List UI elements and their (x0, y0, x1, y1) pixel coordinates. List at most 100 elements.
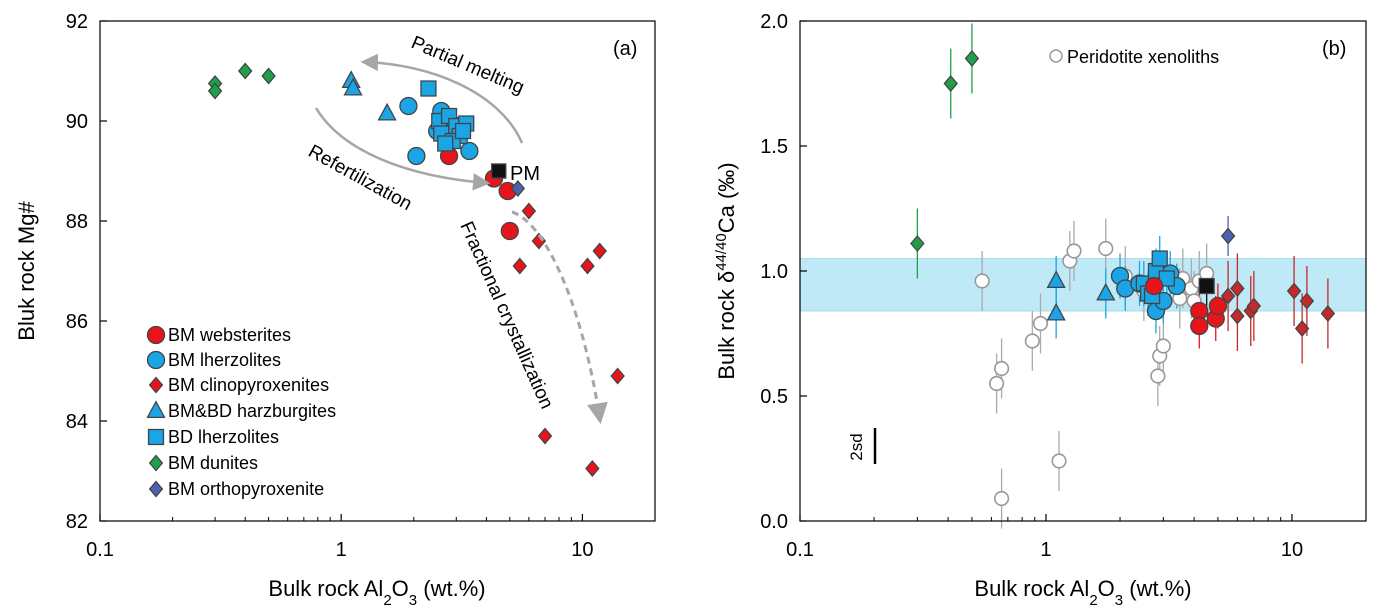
peridotite-xenoliths-point (1066, 243, 1082, 259)
bm-dunites-point (207, 82, 223, 100)
peridotite-xenoliths-point (993, 490, 1010, 507)
diamond-point (1299, 292, 1315, 310)
legend-entry: BM clinopyroxenites (148, 375, 329, 395)
bm-clinopyroxenites-point (610, 367, 625, 385)
bm-clinopyroxenites-point (512, 257, 527, 275)
y-tick-label: 90 (66, 111, 88, 133)
diamond-point (1246, 297, 1262, 315)
x-tick-label: 1 (1040, 539, 1051, 561)
bm-dunites-point (261, 67, 276, 85)
legend-symbol (146, 350, 166, 370)
x-tick-label: 10 (571, 539, 593, 561)
legend-marker-harzburgites (146, 400, 166, 419)
peridotite-xenoliths-point (1155, 338, 1171, 354)
x-tick-label: 0.1 (86, 539, 114, 561)
peridotite-xenoliths-point (974, 273, 990, 289)
bm-clinopyroxenites-point (521, 202, 537, 220)
bm-orthopyroxenite-point (510, 179, 526, 198)
y-tick-label: 84 (66, 411, 88, 433)
legend-label: BM clinopyroxenites (168, 375, 329, 395)
legend-entry: BM&BD harzburgites (146, 400, 336, 421)
square-point (1198, 277, 1215, 295)
square-point (1158, 270, 1175, 287)
legend-label: BD lherzolites (168, 427, 279, 447)
bm-lherzolites-point (407, 146, 426, 166)
bm-bd-harzburgites-point (343, 77, 363, 96)
diamond-point (910, 234, 925, 253)
panel-b-label: (b) (1322, 38, 1346, 60)
y-tick-label: 86 (66, 311, 88, 333)
x-tick-label: 1 (336, 539, 347, 561)
triangle-point (1046, 302, 1066, 321)
legend-symbol (148, 480, 164, 498)
panel-a: Partial melting Refertilization Fraction… (14, 11, 656, 609)
legend-marker-bd-lherzolites (147, 428, 165, 446)
triangle-point (1046, 270, 1066, 289)
peridotite-xenoliths-point (1150, 368, 1166, 384)
legend-marker-peridotite (1049, 49, 1063, 63)
diamond-point (1320, 304, 1336, 323)
y-tick-label: 82 (66, 511, 88, 533)
circle-point (1190, 316, 1209, 336)
diamond-point (1230, 279, 1245, 298)
peridotite-xenoliths-point (1032, 315, 1049, 332)
panel-b-legend: Peridotite xenoliths (1049, 47, 1219, 67)
bm-clinopyroxenites-point (580, 257, 595, 275)
legend-marker-dunites (148, 454, 164, 472)
pm-label: PM (510, 163, 540, 185)
scale-bar-label: 2sd (847, 433, 866, 460)
diamond-point (1294, 319, 1310, 338)
legend-label: BM orthopyroxenite (168, 479, 324, 499)
circle-point (1144, 276, 1164, 296)
y-tick-label: 0.5 (760, 386, 788, 408)
refertilization-arrow (314, 107, 491, 191)
bm-websterites-point (500, 221, 519, 241)
legend-entry: BM lherzolites (146, 350, 281, 370)
legend-entry: BM dunites (148, 453, 258, 473)
panel-a-label: (a) (613, 38, 637, 60)
reference-band (799, 258, 1367, 312)
legend-marker-clinopyroxenites (148, 376, 164, 394)
bd-lherzolites-point (437, 135, 454, 152)
bm-lherzolites-point (460, 141, 479, 161)
bm-clinopyroxenites-point (592, 242, 607, 260)
legend-marker-orthopyroxenite (148, 480, 164, 498)
legend-marker-lherzolites (146, 350, 166, 370)
legend-entry: BM orthopyroxenite (148, 479, 324, 499)
peridotite-xenoliths-point (993, 360, 1010, 377)
panel-b-ticks: 0.1 1 10 0.0 0.5 1.0 1.5 2.0 (760, 11, 1367, 561)
diamond-point (1220, 287, 1236, 305)
square-point (1151, 250, 1168, 267)
panel-a-ylabel: Bluk rock Mg# (14, 201, 39, 341)
legend-label: BM lherzolites (168, 350, 281, 370)
x-tick-label: 10 (1281, 539, 1303, 561)
bm-bd-harzburgites-point (377, 102, 397, 121)
pm-marker (491, 163, 507, 179)
legend-label: Peridotite xenoliths (1067, 47, 1219, 67)
peridotite-xenoliths-point (989, 375, 1005, 392)
diamond-point (1286, 282, 1302, 300)
bm-lherzolites-point (399, 96, 418, 116)
y-tick-label: 1.5 (760, 136, 788, 158)
peridotite-xenoliths-point (1051, 453, 1067, 469)
panel-a-ticks: 0.1 1 10 82 84 86 88 90 92 (66, 11, 656, 561)
diamond-point (1230, 307, 1245, 325)
panel-b: 0.1 1 10 0.0 0.5 1.0 1.5 2.0 (b) Peridotite xen… (713, 11, 1367, 609)
bm-clinopyroxenites-point (585, 459, 600, 478)
legend-marker-websterites (146, 325, 166, 345)
panel-a-xlabel: Bulk rock Al2O3 (wt.%) (268, 576, 485, 609)
y-tick-label: 88 (66, 211, 88, 233)
legend-symbol (148, 376, 164, 394)
peridotite-xenoliths-point (1024, 333, 1040, 349)
diamond-point (964, 49, 980, 68)
circle-point (1208, 296, 1228, 316)
panel-b-xlabel: Bulk rock Al2O3 (wt.%) (974, 576, 1191, 609)
legend-entry: BD lherzolites (147, 427, 279, 447)
scale-bar-2sd: 2sd (847, 428, 877, 464)
annotation-refertilization: Refertilization (305, 141, 416, 215)
bd-lherzolites-point (420, 80, 437, 97)
legend-symbol (147, 428, 165, 446)
x-tick-label: 0.1 (786, 539, 814, 561)
bd-lherzolites-point (454, 122, 472, 140)
peridotite-xenoliths-point (1098, 240, 1114, 257)
